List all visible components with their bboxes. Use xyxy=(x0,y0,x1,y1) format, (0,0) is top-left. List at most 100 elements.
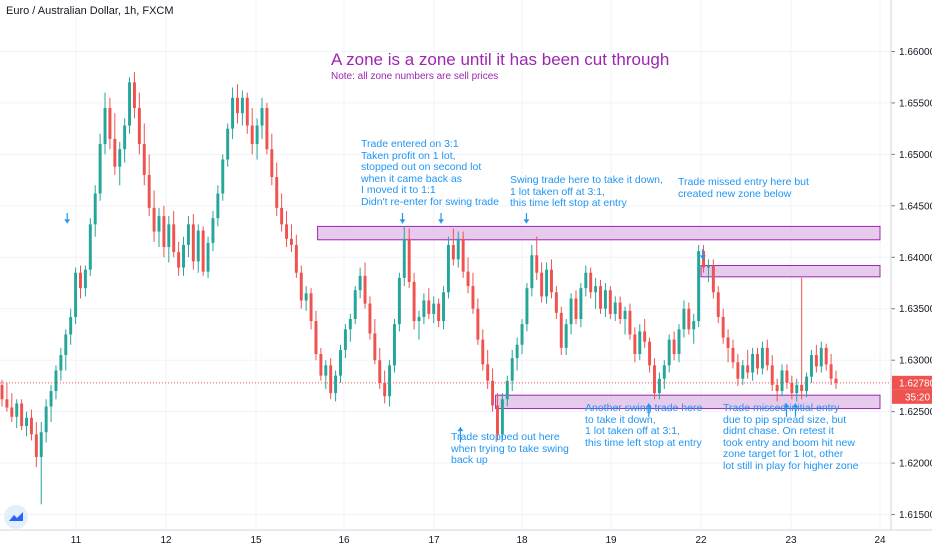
candle-body xyxy=(250,125,254,145)
candle-body xyxy=(638,331,642,355)
candle-body xyxy=(437,303,441,322)
candle-body xyxy=(191,224,195,262)
candle-body xyxy=(69,316,73,335)
annotation-stopped-out: Trade stopped out here when trying to ta… xyxy=(451,431,569,466)
candle-body xyxy=(540,272,544,297)
candle-body xyxy=(378,360,382,383)
candle-body xyxy=(775,384,779,392)
candle-body xyxy=(383,382,387,397)
candle-body xyxy=(162,216,166,247)
candle-body xyxy=(388,365,392,397)
candle-body xyxy=(736,362,740,379)
candle-body xyxy=(466,271,470,287)
symbol-title[interactable]: Euro / Australian Dollar, 1h, FXCM xyxy=(6,5,174,17)
price-tick-label: 1.66000 xyxy=(899,47,932,58)
tradingview-logo-glyph xyxy=(9,512,23,521)
candle-body xyxy=(265,108,269,150)
candle-body xyxy=(672,339,676,355)
time-tick-label: 16 xyxy=(338,535,350,546)
candle-body xyxy=(500,399,504,435)
candle-body xyxy=(363,275,367,304)
candle-body xyxy=(15,403,19,417)
overlays xyxy=(0,213,891,443)
price-tick-label: 1.64000 xyxy=(899,253,932,264)
candle-body xyxy=(353,290,357,320)
candle-body xyxy=(692,321,696,330)
candle-body xyxy=(530,255,534,289)
candles xyxy=(0,72,838,505)
time-tick-label: 11 xyxy=(71,535,82,546)
candle-body xyxy=(608,290,612,314)
candle-body xyxy=(83,269,87,289)
candle-body xyxy=(348,319,352,330)
candle-body xyxy=(662,365,666,379)
tradingview-logo-icon[interactable] xyxy=(4,505,28,529)
countdown-badge xyxy=(892,389,932,404)
price-tick-label: 1.65000 xyxy=(899,150,932,161)
price-tick-label: 1.64500 xyxy=(899,201,932,212)
candle-body xyxy=(231,97,235,129)
candle-body xyxy=(285,224,289,239)
candle-body xyxy=(442,292,446,322)
candle-body xyxy=(613,302,617,314)
candle-body xyxy=(79,272,82,289)
candle-body xyxy=(486,364,490,381)
candle-body xyxy=(677,329,681,355)
candle-body xyxy=(137,108,141,145)
annotation-arrow-head xyxy=(645,403,652,408)
price-tick-label: 1.62500 xyxy=(899,407,932,418)
candle-body xyxy=(805,376,809,392)
candle-body xyxy=(756,354,759,369)
candle-body xyxy=(226,128,230,160)
candle-body xyxy=(471,286,475,309)
candle-body xyxy=(304,293,308,301)
candle-body xyxy=(196,230,200,262)
candle-body xyxy=(309,293,313,322)
candle-body xyxy=(108,108,112,139)
candle-body xyxy=(697,251,701,322)
candle-body xyxy=(569,298,573,325)
candle-body xyxy=(64,334,68,356)
candle-body xyxy=(422,300,426,317)
candle-body xyxy=(392,324,396,366)
logo-shape xyxy=(9,512,23,521)
candle-body xyxy=(20,403,24,427)
annotation-arrow-head xyxy=(457,427,464,432)
candle-body xyxy=(564,324,568,348)
candle-body xyxy=(476,308,480,340)
chart-headline: A zone is a zone until it has been cut t… xyxy=(331,50,670,69)
candle-body xyxy=(643,331,647,342)
candle-body xyxy=(687,308,691,330)
candle-body xyxy=(559,312,563,348)
time-tick-label: 23 xyxy=(785,535,797,546)
candle-body xyxy=(770,365,774,385)
candle-body xyxy=(25,417,29,427)
candle-body xyxy=(589,272,593,293)
candle-body xyxy=(319,354,323,376)
candle-body xyxy=(579,288,583,320)
candle-body xyxy=(132,82,136,109)
candle-body xyxy=(407,238,411,282)
candle-body xyxy=(432,303,436,314)
candle-body xyxy=(795,384,799,394)
candle-body xyxy=(731,347,735,363)
candle-body xyxy=(34,434,38,457)
grid xyxy=(0,0,891,530)
candle-body xyxy=(746,365,750,373)
time-tick-label: 22 xyxy=(695,535,707,546)
candle-body xyxy=(760,347,764,369)
candle-body xyxy=(809,355,813,377)
candle-body xyxy=(177,252,181,268)
time-tick-label: 24 xyxy=(874,535,886,546)
candle-body xyxy=(324,365,328,376)
price-tick-label: 1.61500 xyxy=(899,510,932,521)
candle-body xyxy=(814,355,818,367)
price-tick-label: 1.62000 xyxy=(899,459,932,470)
candle-body xyxy=(461,238,465,272)
candle-body xyxy=(216,193,220,219)
candle-body xyxy=(618,302,622,320)
price-axis[interactable]: 1.66000 1.65500 1.65000 1.64500 1.64000 1.635… xyxy=(890,0,932,530)
time-axis[interactable]: 11 12 15 16 17 18 19 22 23 24 xyxy=(0,529,932,546)
candle-body xyxy=(505,380,509,400)
